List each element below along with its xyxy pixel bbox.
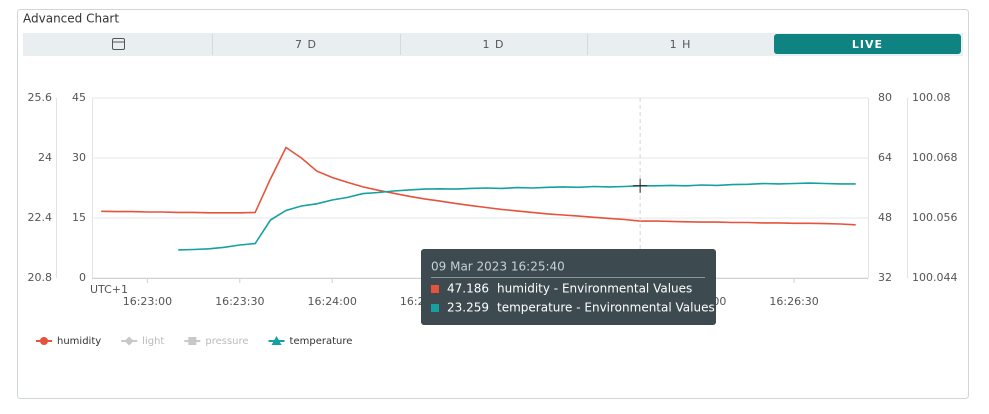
series-line (101, 146, 856, 226)
timezone-label: UTC+1 (90, 283, 128, 296)
calendar-icon (112, 38, 125, 50)
y-tick-label: 25.6 (28, 91, 53, 104)
tab-bar (23, 33, 963, 56)
y-tick-label: 20.8 (28, 271, 53, 284)
legend-label: pressure (205, 336, 248, 347)
tooltip-box (421, 249, 716, 325)
legend-marker (271, 336, 282, 345)
legend-marker (124, 336, 134, 346)
tab[interactable]: LIVE (852, 38, 883, 51)
legend-item[interactable]: humidity (36, 336, 101, 347)
legend-marker (188, 337, 197, 345)
tooltip-label: humidity - Environmental Values (497, 282, 692, 296)
tab[interactable]: 7 D (295, 38, 317, 51)
y3-tick-label: 45 (72, 91, 86, 104)
y4-tick-label: 100.044 (912, 271, 958, 284)
y2-tick-label: 80 (878, 91, 892, 104)
x-tick-label: 16:23:30 (215, 295, 264, 308)
x-tick-label: 16:26:30 (769, 295, 818, 308)
legend-label: temperature (290, 336, 353, 347)
y3-tick-label: 0 (79, 271, 86, 284)
tooltip-label: temperature - Environmental Values (497, 301, 715, 315)
tab[interactable]: 1 D (483, 38, 505, 51)
y2-tick-label: 64 (878, 151, 892, 164)
tooltip-value: 47.186 (447, 282, 489, 296)
cursor (633, 178, 648, 193)
legend-item[interactable]: pressure (184, 336, 249, 347)
legend-marker (40, 337, 48, 345)
y-tick-label: 24 (38, 151, 52, 164)
y3-tick-label: 30 (72, 151, 86, 164)
y-tick-label: 22.4 (28, 211, 53, 224)
tab-active-bg (774, 34, 961, 54)
tooltip-swatch (431, 304, 439, 312)
y4-tick-label: 100.08 (912, 91, 951, 104)
x-tick-label: 16:23:00 (123, 295, 172, 308)
tab[interactable]: 1 H (670, 38, 692, 51)
legend-item[interactable]: temperature (268, 336, 353, 347)
calendar-tab[interactable] (112, 38, 125, 50)
y2-tick-label: 32 (878, 271, 892, 284)
legend-label: humidity (57, 336, 101, 347)
x-tick-label: 16:24:00 (307, 295, 356, 308)
tooltip-title: 09 Mar 2023 16:25:40 (431, 260, 565, 274)
card-title: Advanced Chart (23, 12, 119, 26)
tooltip-value: 23.259 (447, 301, 489, 315)
y4-tick-label: 100.068 (912, 151, 958, 164)
y4-tick-label: 100.056 (912, 211, 958, 224)
tooltip-swatch (431, 285, 439, 293)
series-line (178, 182, 856, 251)
card (17, 9, 969, 399)
y3-tick-label: 15 (72, 211, 86, 224)
legend-item[interactable]: light (121, 336, 164, 347)
legend-label: light (142, 336, 164, 347)
y2-tick-label: 48 (878, 211, 892, 224)
